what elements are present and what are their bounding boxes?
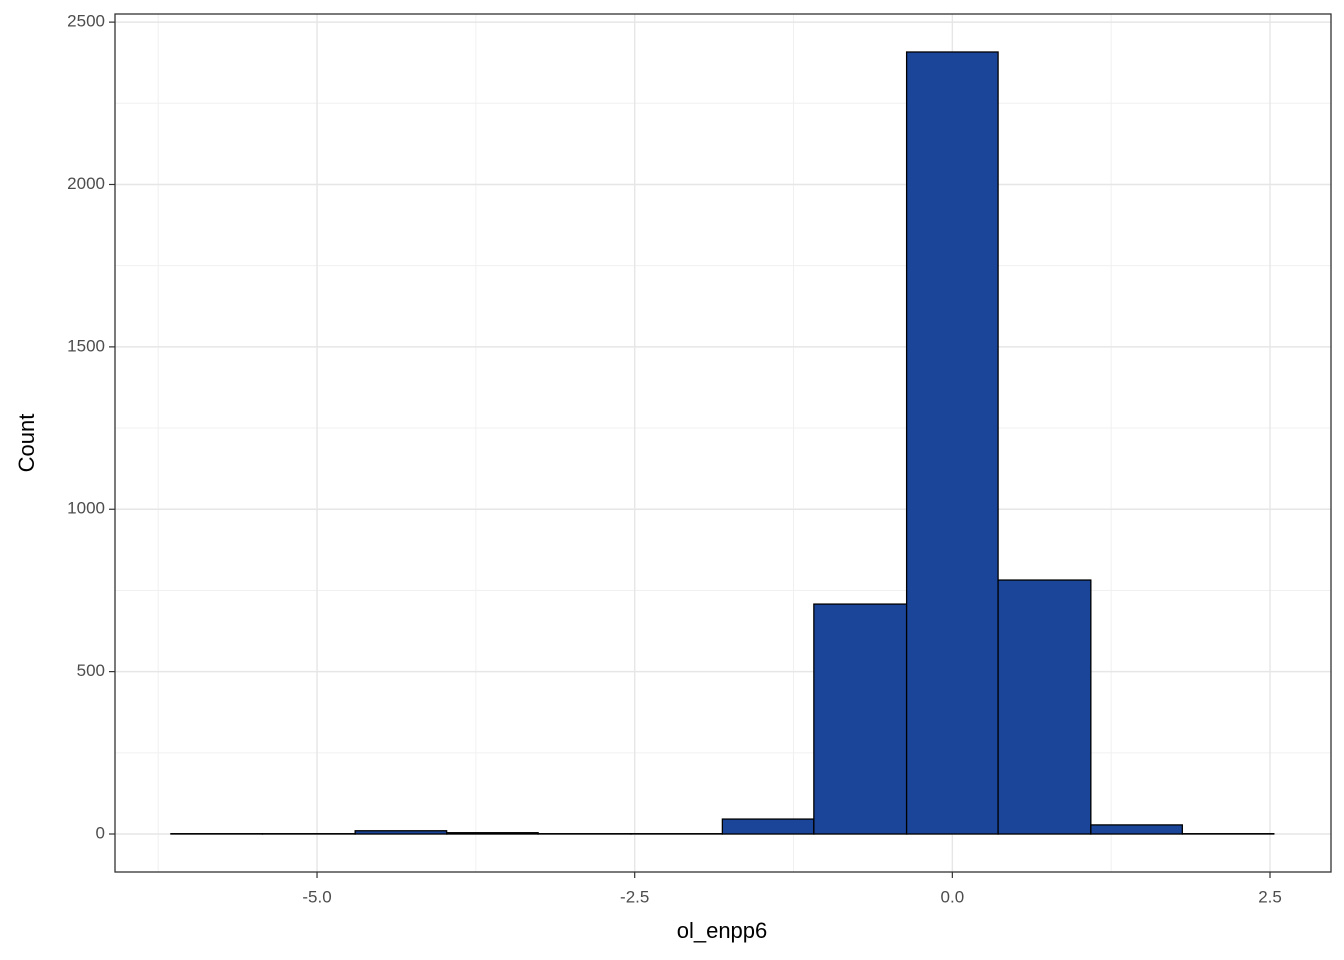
y-tick-label: 0 [96,823,105,842]
x-tick-label: 2.5 [1258,887,1282,906]
bar [813,603,908,835]
bar [354,830,448,835]
bar [997,579,1092,835]
y-axis-title: Count [14,414,39,473]
bar [1090,824,1183,835]
x-tick-label: 0.0 [941,887,965,906]
x-axis-title: ol_enpp6 [677,918,768,943]
bar [721,818,815,835]
y-tick-label: 1000 [67,499,105,518]
x-tick-label: -2.5 [620,887,649,906]
y-tick-label: 2000 [67,174,105,193]
y-tick-label: 1500 [67,336,105,355]
bar [905,51,999,835]
x-tick-label: -5.0 [302,887,331,906]
panel-border [114,13,1332,873]
bar [445,832,539,835]
y-tick-label: 2500 [67,12,105,31]
y-tick-label: 500 [77,661,105,680]
